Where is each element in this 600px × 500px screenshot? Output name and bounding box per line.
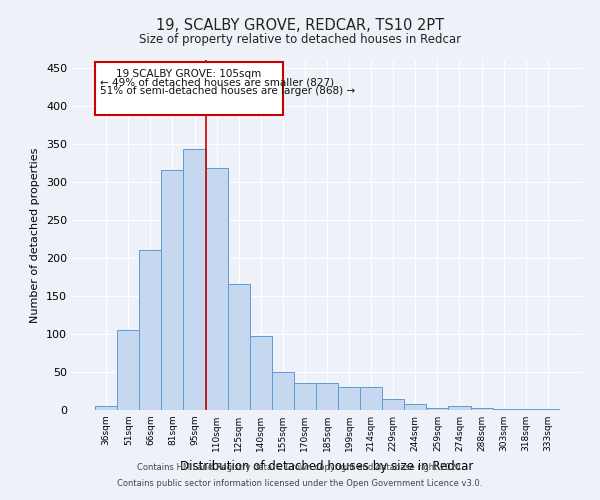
Text: Size of property relative to detached houses in Redcar: Size of property relative to detached ho… bbox=[139, 32, 461, 46]
Bar bbox=[184, 149, 206, 410]
Bar bbox=[448, 406, 470, 410]
Bar bbox=[227, 284, 250, 410]
Bar bbox=[161, 170, 184, 410]
Text: 51% of semi-detached houses are larger (868) →: 51% of semi-detached houses are larger (… bbox=[100, 86, 355, 96]
Bar bbox=[206, 168, 227, 410]
Text: ← 49% of detached houses are smaller (827): ← 49% of detached houses are smaller (82… bbox=[100, 78, 334, 88]
Text: Contains public sector information licensed under the Open Government Licence v3: Contains public sector information licen… bbox=[118, 478, 482, 488]
Bar bbox=[515, 409, 537, 410]
Y-axis label: Number of detached properties: Number of detached properties bbox=[31, 148, 40, 322]
Text: 19, SCALBY GROVE, REDCAR, TS10 2PT: 19, SCALBY GROVE, REDCAR, TS10 2PT bbox=[156, 18, 444, 32]
Bar bbox=[537, 409, 559, 410]
Bar bbox=[404, 404, 427, 410]
X-axis label: Distribution of detached houses by size in Redcar: Distribution of detached houses by size … bbox=[181, 460, 473, 472]
Bar bbox=[470, 408, 493, 410]
Bar bbox=[139, 250, 161, 410]
Bar bbox=[316, 384, 338, 410]
Bar bbox=[95, 406, 117, 410]
Text: 19 SCALBY GROVE: 105sqm: 19 SCALBY GROVE: 105sqm bbox=[116, 69, 262, 79]
Bar bbox=[250, 336, 272, 410]
Bar bbox=[427, 408, 448, 410]
Bar bbox=[382, 398, 404, 410]
Bar bbox=[117, 330, 139, 410]
Text: Contains HM Land Registry data © Crown copyright and database right 2024.: Contains HM Land Registry data © Crown c… bbox=[137, 464, 463, 472]
Bar bbox=[272, 372, 294, 410]
Bar bbox=[338, 387, 360, 410]
FancyBboxPatch shape bbox=[95, 62, 283, 115]
Bar bbox=[360, 387, 382, 410]
Bar bbox=[294, 384, 316, 410]
Bar bbox=[493, 409, 515, 410]
